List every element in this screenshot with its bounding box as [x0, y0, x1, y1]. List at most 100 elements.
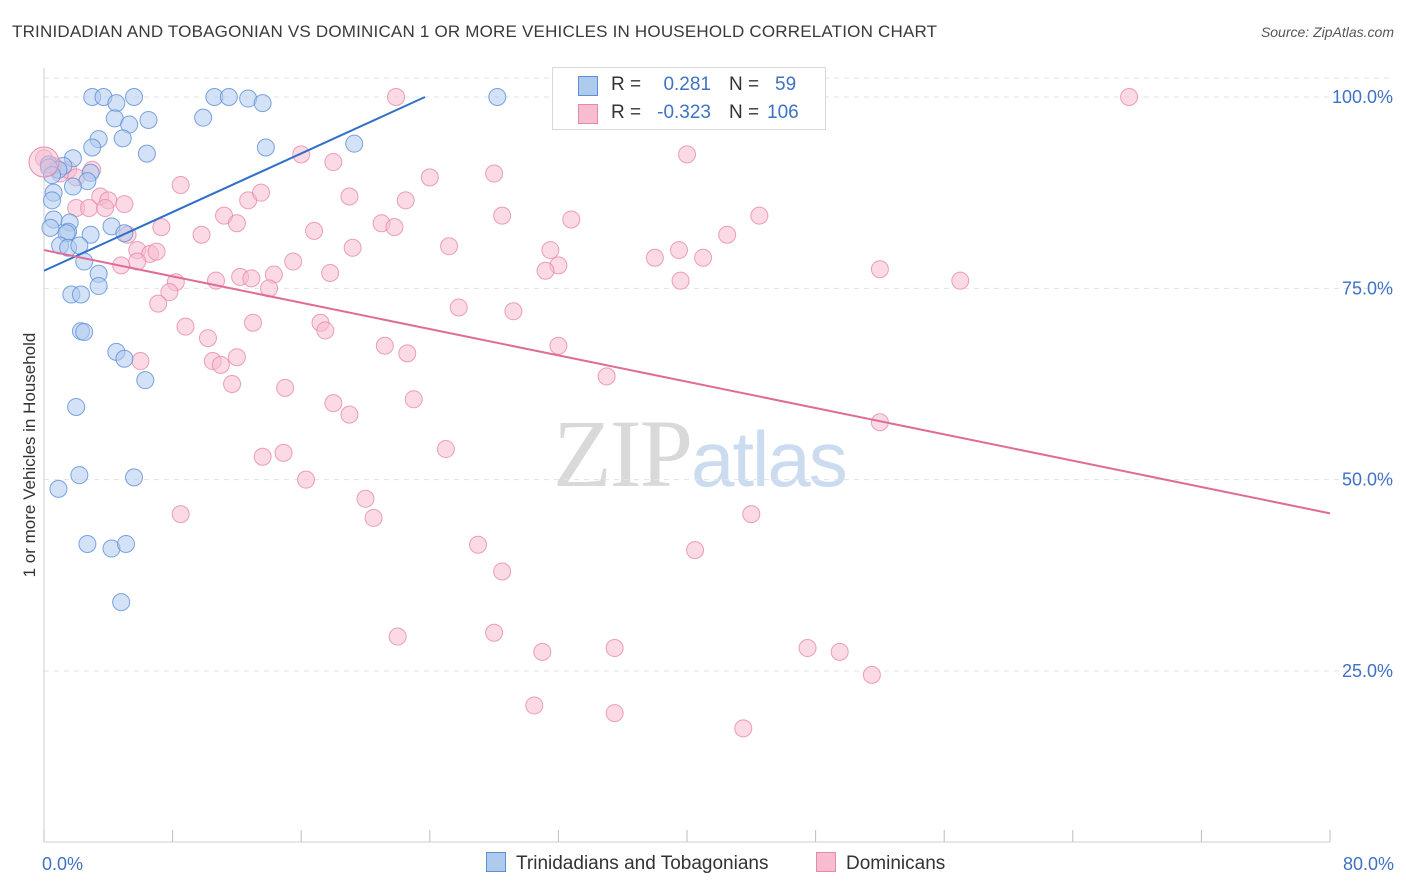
point-dominican — [243, 313, 262, 332]
point-trinidadian — [115, 349, 134, 368]
point-dominican — [449, 298, 468, 317]
point-dominican — [375, 336, 394, 355]
point-dominican — [324, 394, 343, 413]
trendline-dominican — [43, 249, 1331, 515]
point-dominican — [504, 302, 523, 321]
legend-r-label: R = — [611, 102, 642, 123]
point-dominican — [597, 367, 616, 386]
legend-n-value: 106 — [767, 102, 799, 123]
legend-swatch-pink — [816, 852, 836, 872]
legend-item-trinidadians[interactable]: Trinidadians and Tobagonians — [486, 852, 768, 875]
point-dominican — [440, 237, 459, 256]
point-trinidadian — [63, 177, 82, 196]
point-dominican — [549, 336, 568, 355]
point-dominican — [385, 218, 404, 237]
chart-title: TRINIDADIAN AND TOBAGONIAN VS DOMINICAN … — [12, 22, 938, 41]
point-dominican — [160, 283, 179, 302]
point-dominican — [340, 405, 359, 424]
legend-n-value: 59 — [775, 74, 797, 95]
point-dominican — [525, 696, 544, 715]
point-dominican — [870, 260, 889, 279]
point-dominican — [862, 665, 881, 684]
point-dominican — [718, 225, 737, 244]
legend-swatch-blue — [486, 852, 506, 872]
point-dominican — [669, 241, 688, 260]
point-dominican — [316, 321, 335, 340]
point-dominican — [80, 198, 99, 217]
point-trinidadian — [107, 94, 126, 113]
watermark-zip: ZIP — [553, 400, 693, 507]
point-dominican — [420, 168, 439, 187]
point-trinidadian — [67, 397, 86, 416]
point-trinidadian — [71, 285, 90, 304]
legend-label-dominicans: Dominicans — [846, 853, 946, 874]
point-dominican — [830, 642, 849, 661]
point-dominican — [276, 378, 295, 397]
point-dominican — [645, 248, 664, 267]
point-dominican — [321, 264, 340, 283]
point-trinidadian — [256, 138, 275, 157]
point-dominican — [536, 261, 555, 280]
x-tick-label: 0.0% — [42, 854, 83, 874]
point-dominican — [436, 440, 455, 459]
point-trinidadian — [41, 218, 60, 237]
point-dominican — [28, 146, 60, 178]
point-dominican — [605, 639, 624, 658]
point-dominican — [131, 352, 150, 371]
point-dominican — [493, 562, 512, 581]
point-dominican — [798, 639, 817, 658]
point-dominican — [562, 210, 581, 229]
point-dominican — [176, 317, 195, 336]
point-trinidadian — [81, 225, 100, 244]
point-trinidadian — [137, 144, 156, 163]
point-trinidadian — [125, 468, 144, 487]
point-trinidadian — [139, 110, 158, 129]
point-dominican — [227, 214, 246, 233]
point-dominican — [198, 329, 217, 348]
point-dominican — [343, 238, 362, 257]
point-dominican — [171, 505, 190, 524]
point-dominican — [388, 627, 407, 646]
point-trinidadian — [116, 534, 135, 553]
legend-n-label: N = — [729, 74, 760, 95]
point-dominican — [671, 271, 690, 290]
source-attribution: Source: ZipAtlas.com — [1260, 24, 1394, 40]
point-dominican — [469, 535, 488, 554]
point-trinidadian — [89, 277, 108, 296]
y-tick-label: 100.0% — [1332, 87, 1393, 107]
point-dominican — [284, 252, 303, 271]
point-dominican — [364, 508, 383, 527]
point-trinidadian — [345, 134, 364, 153]
point-trinidadian — [125, 88, 144, 106]
point-dominican — [192, 225, 211, 244]
point-dominican — [734, 719, 753, 738]
point-trinidadian — [83, 138, 102, 157]
point-dominican — [404, 390, 423, 409]
point-dominican — [147, 242, 166, 261]
legend-label-trinidadians: Trinidadians and Tobagonians — [516, 853, 769, 874]
point-trinidadian — [78, 534, 97, 553]
y-tick-label: 75.0% — [1342, 278, 1393, 298]
watermark: ZIPatlas — [553, 398, 848, 509]
stats-legend: R = 0.281 N = 59 R = -0.323 N = 106 — [552, 67, 826, 130]
point-dominican — [227, 348, 246, 367]
point-dominican — [396, 191, 415, 210]
point-dominican — [398, 344, 417, 363]
point-dominican — [211, 355, 230, 374]
legend-row-series2: R = -0.323 N = 106 — [553, 100, 825, 128]
point-dominican — [171, 176, 190, 195]
point-trinidadian — [488, 88, 507, 106]
point-dominican — [252, 183, 271, 202]
legend-n-label: N = — [729, 102, 760, 123]
point-dominican — [742, 505, 761, 524]
point-dominican — [686, 541, 705, 560]
point-dominican — [541, 241, 560, 260]
point-dominican — [324, 153, 343, 172]
y-tick-label: 25.0% — [1342, 661, 1393, 681]
legend-item-dominicans[interactable]: Dominicans — [816, 852, 945, 875]
trendline-trinidadian — [43, 96, 426, 272]
point-trinidadian — [43, 191, 62, 210]
y-axis-label: 1 or more Vehicles in Household — [20, 333, 39, 578]
point-dominican — [356, 489, 375, 508]
